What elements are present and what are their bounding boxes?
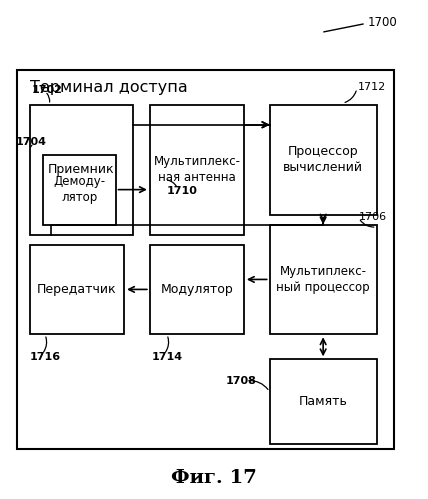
Text: Терминал доступа: Терминал доступа [30, 80, 188, 95]
Text: 1704: 1704 [16, 137, 47, 147]
Text: Приемник: Приемник [48, 163, 115, 176]
Text: Мультиплекс-
ный процессор: Мультиплекс- ный процессор [276, 264, 370, 294]
Bar [43, 155, 116, 225]
Text: Фиг. 17: Фиг. 17 [171, 469, 257, 487]
Text: Передатчик: Передатчик [37, 283, 117, 296]
Text: 1708: 1708 [226, 376, 257, 386]
Text: Демоду-
лятор: Демоду- лятор [53, 175, 105, 205]
Bar [270, 225, 377, 334]
Bar [30, 105, 133, 235]
Text: Память: Память [299, 395, 348, 408]
Text: 1716: 1716 [30, 352, 61, 362]
Text: 1702: 1702 [32, 85, 63, 95]
Text: Мультиплекс-
ная антенна: Мультиплекс- ная антенна [153, 155, 241, 185]
Bar [150, 245, 244, 334]
Bar [270, 105, 377, 215]
Bar [17, 70, 394, 449]
Text: 1712: 1712 [357, 82, 386, 92]
Text: 1710: 1710 [167, 186, 198, 196]
Text: Процессор
вычислений: Процессор вычислений [283, 145, 363, 175]
Bar [150, 105, 244, 235]
Bar [270, 359, 377, 444]
Text: 1706: 1706 [359, 212, 387, 222]
Text: 1714: 1714 [152, 352, 183, 362]
Text: Модулятор: Модулятор [160, 283, 233, 296]
Text: 1700: 1700 [368, 16, 398, 29]
Bar [30, 245, 124, 334]
